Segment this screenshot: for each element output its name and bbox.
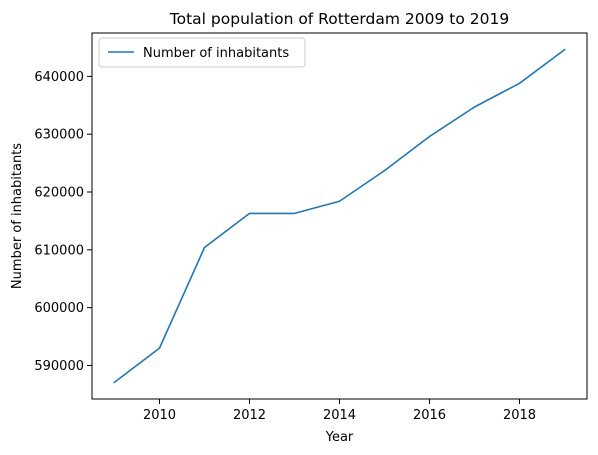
data-point (563, 48, 566, 51)
data-point (518, 82, 521, 85)
data-point (473, 106, 476, 108)
x-axis-label: Year (325, 430, 354, 445)
data-point (338, 200, 341, 203)
y-tick-label: 610000 (34, 243, 84, 258)
x-axis: 2010 2012 2014 2016 2018 (143, 399, 536, 423)
data-point (428, 135, 431, 138)
plot-frame (91, 32, 588, 400)
y-tick-label: 600000 (34, 301, 84, 316)
legend: Number of inhabitants (98, 37, 306, 68)
y-tick-label: 640000 (34, 70, 84, 85)
data-point (383, 169, 386, 172)
x-tick-label: 2018 (503, 408, 536, 423)
x-tick-label: 2012 (233, 408, 266, 423)
data-point (113, 381, 116, 384)
plot-area (91, 32, 588, 400)
series-line-0 (113, 48, 566, 384)
y-tick-label: 630000 (34, 128, 84, 143)
y-axis-label: Number of inhabitants (10, 143, 25, 289)
data-point (158, 347, 161, 349)
series-layer (113, 48, 566, 384)
y-tick-label: 620000 (34, 186, 84, 201)
y-tick-label: 590000 (34, 359, 84, 374)
data-point (293, 212, 296, 215)
data-point (203, 246, 206, 249)
chart-title: Total population of Rotterdam 2009 to 20… (169, 10, 509, 28)
x-tick-label: 2016 (413, 408, 446, 423)
legend-label: Number of inhabitants (143, 46, 289, 61)
y-axis: 590000 600000 610000 620000 630000 640000 (34, 70, 92, 374)
x-tick-label: 2014 (323, 408, 356, 423)
legend-box (98, 37, 306, 68)
data-point (248, 212, 251, 215)
x-tick-label: 2010 (143, 408, 176, 423)
